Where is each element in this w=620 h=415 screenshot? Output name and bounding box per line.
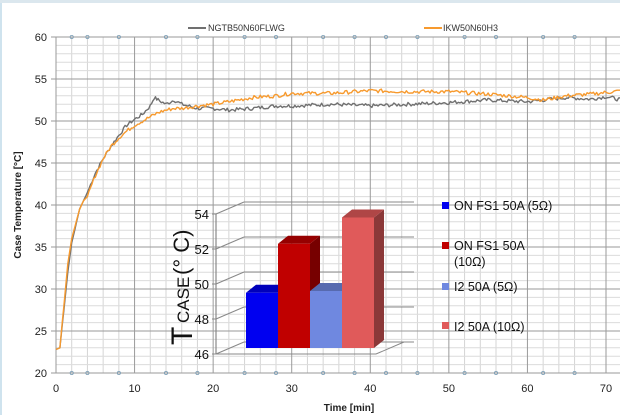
bottom-marker [352, 370, 357, 375]
x-tick-label: 0 [53, 383, 59, 395]
x-tick-label: 30 [286, 383, 298, 395]
inset-y-tick-label: 48 [195, 312, 209, 327]
inset-y-tick-label: 46 [195, 347, 209, 362]
top-marker [541, 35, 546, 40]
bottom-marker [242, 370, 247, 375]
inset-y-tick-label: 54 [195, 207, 209, 222]
inset-ylabel-unit: (° C) [169, 230, 194, 275]
inset-floor [216, 341, 405, 355]
y-tick-label: 20 [35, 368, 47, 380]
inset-legend-label-1: ON FS1 50A (5Ω) [454, 199, 552, 213]
bottom-marker [85, 370, 90, 375]
inset-bar-top [342, 209, 384, 218]
inset-legend-swatch-2 [442, 242, 449, 249]
series-lines [55, 88, 620, 351]
frame-border-left [0, 0, 2, 415]
bottom-marker [541, 370, 546, 375]
x-tick-label: 10 [128, 383, 140, 395]
inset-legend-swatch-3 [442, 283, 449, 290]
bottom-marker [163, 370, 168, 375]
top-marker [352, 35, 357, 40]
series-line-ngtb50n60flwg [55, 95, 620, 351]
axis-markers [69, 35, 577, 375]
bottom-marker [383, 370, 388, 375]
inset-bars [246, 209, 384, 348]
y-tick-label: 55 [35, 74, 47, 86]
top-marker [493, 35, 498, 40]
inset-y-tick-label: 52 [195, 242, 209, 257]
bottom-marker [273, 370, 278, 375]
x-tick-label: 50 [443, 383, 455, 395]
y-tick-label: 45 [35, 158, 47, 170]
top-marker [242, 35, 247, 40]
inset-gridline-side [215, 236, 245, 250]
bottom-marker [321, 370, 326, 375]
x-tick-label: 60 [521, 383, 533, 395]
bottom-marker [572, 370, 577, 375]
inset-legend-swatch-1 [442, 202, 449, 209]
x-tick-label: 20 [207, 383, 219, 395]
top-marker [116, 35, 121, 40]
legend-label-ngtb: NGTB50N60FLWG [208, 23, 285, 33]
top-marker [462, 35, 467, 40]
x-tick-label: 40 [364, 383, 376, 395]
inset-ylabel-t: T [166, 327, 199, 345]
bottom-marker [462, 370, 467, 375]
x-tick-labels: 0 10 20 30 40 50 60 70 [53, 383, 612, 395]
inset-bar [246, 292, 278, 348]
y-tick-label: 50 [35, 116, 47, 128]
inset-bar-side [374, 209, 384, 348]
y-tick-label: 40 [35, 200, 47, 212]
top-marker [273, 35, 278, 40]
top-marker [321, 35, 326, 40]
inset-legend-label-2a: ON FS1 50A [454, 239, 526, 253]
top-marker [163, 35, 168, 40]
y-axis-label: Case Temperature [°C] [13, 151, 24, 258]
inset-ylabel-case: CASE [174, 277, 193, 323]
top-marker [195, 35, 200, 40]
top-marker [69, 35, 74, 40]
inset-gridline-side [215, 306, 245, 320]
inset-y-tick-label: 50 [195, 277, 209, 292]
inset-bar [342, 217, 374, 348]
y-tick-label: 25 [35, 326, 47, 338]
inset-gridline-side [215, 341, 245, 355]
inset-legend-label-4: I2 50A (10Ω) [454, 320, 525, 334]
y-tick-labels: 20 25 30 35 40 45 50 55 60 [35, 32, 47, 380]
top-marker [415, 35, 420, 40]
inset-bar-chart: 46 48 50 52 54 T CASE (° C) ON FS1 50A (5Ω) … [166, 199, 552, 362]
inset-bar [278, 243, 310, 348]
inset-legend-label-2b: (10Ω) [454, 255, 486, 269]
x-axis-label: Time [min] [324, 403, 374, 414]
bottom-marker [493, 370, 498, 375]
bottom-marker [69, 370, 74, 375]
inset-legend-swatch-4 [442, 322, 449, 329]
y-tick-label: 60 [35, 32, 47, 44]
inset-legend-label-3: I2 50A (5Ω) [454, 280, 518, 294]
frame-border-top [0, 0, 620, 3]
inset-y-axis-label: T CASE (° C) [166, 230, 199, 345]
series-line-ikw50n60h3 [55, 88, 620, 351]
bottom-marker [116, 370, 121, 375]
inset-y-tick-labels: 46 48 50 52 54 [195, 207, 209, 362]
legend: NGTB50N60FLWG IKW50N60H3 [188, 23, 498, 33]
y-tick-label: 35 [35, 242, 47, 254]
x-tick-label: 70 [600, 383, 612, 395]
bottom-marker [415, 370, 420, 375]
inset-gridline-side [215, 271, 245, 285]
top-marker [572, 35, 577, 40]
legend-label-ikw: IKW50N60H3 [443, 23, 498, 33]
top-marker [383, 35, 388, 40]
inset-bar-top [246, 284, 288, 293]
inset-bar [310, 291, 342, 348]
inset-bar-top [278, 235, 320, 244]
inset-gridline-side [215, 201, 245, 215]
top-marker [85, 35, 90, 40]
inset-legend: ON FS1 50A (5Ω) ON FS1 50A (10Ω) I2 50A … [442, 199, 552, 334]
y-tick-label: 30 [35, 284, 47, 296]
bottom-marker [195, 370, 200, 375]
inset-bar-top [310, 283, 352, 291]
